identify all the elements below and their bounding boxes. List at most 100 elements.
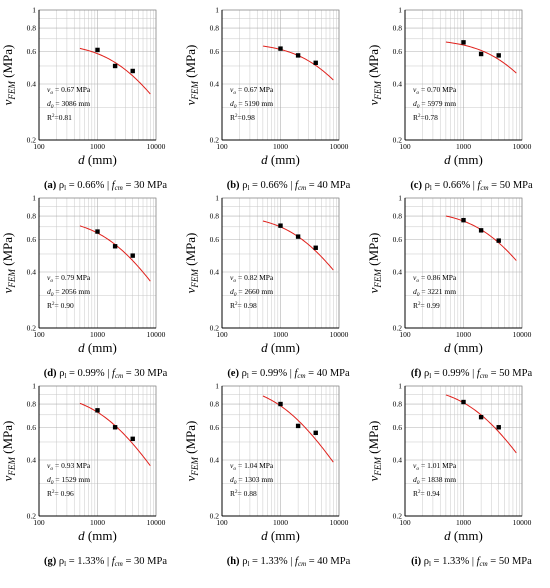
- panel-caption-fcm-symbol: f: [477, 180, 482, 191]
- panel-caption-label: (e): [227, 368, 239, 379]
- panel-caption-separator: |: [104, 180, 111, 191]
- y-tick-label: 0.8: [27, 212, 37, 221]
- data-point: [313, 430, 318, 436]
- y-axis-label-var: v: [0, 287, 15, 293]
- x-axis-label-var: d: [444, 340, 451, 355]
- annotation-r2-value: = 0.96: [55, 489, 74, 498]
- panel-caption-label: (f): [411, 368, 422, 379]
- x-axis-label-unit: (mm): [268, 340, 300, 355]
- y-tick-label: 0.4: [393, 80, 403, 89]
- x-tick-label: 100: [33, 518, 45, 527]
- annotation-r2-label: R: [230, 489, 235, 498]
- y-tick-label: 0.4: [393, 268, 403, 277]
- panel-caption-rho-value: = 0.66%: [66, 180, 105, 191]
- annotation-d0-symbol: d: [47, 99, 51, 108]
- annotation-v0-symbol: v: [413, 85, 417, 94]
- panel-caption: (i) ρl = 1.33% | fcm = 50 MPa: [411, 556, 532, 568]
- annotation-d0-value: = 5979 mm: [420, 99, 457, 108]
- x-axis-label-var: d: [444, 528, 451, 543]
- y-axis-label-var: v: [183, 99, 198, 105]
- y-tick-label: 0.4: [27, 80, 37, 89]
- y-tick-label: 0.6: [27, 47, 37, 56]
- y-tick-label: 0.2: [393, 512, 403, 521]
- annotation-r2-sup: 2: [418, 114, 421, 119]
- panel-caption-rho-symbol: ρ: [240, 556, 248, 567]
- annotation-v0-symbol: v: [230, 461, 234, 470]
- x-tick-label: 1000: [456, 330, 471, 339]
- panel-caption-fcm-value: = 30 MPa: [123, 556, 167, 567]
- y-tick-label: 0.8: [27, 400, 37, 409]
- panel-caption-rho-sub: l: [247, 184, 249, 192]
- annotation-d0-symbol: d: [230, 99, 234, 108]
- data-point: [112, 425, 118, 430]
- annotation-d0-symbol: d: [413, 475, 417, 484]
- data-point: [496, 425, 501, 430]
- x-tick-label: 100: [399, 330, 411, 339]
- panel-caption-rho-value: = 1.33%: [249, 556, 288, 567]
- annotation-v0: vo = 1.04 MPa: [230, 461, 274, 472]
- x-tick-label: 10000: [330, 142, 349, 151]
- annotation-r2-label: R: [413, 301, 418, 310]
- annotation-d0-symbol: d: [230, 475, 234, 484]
- y-tick-label: 1: [215, 382, 219, 391]
- annotation-d0-sub: 0: [417, 292, 420, 298]
- y-axis-label-sub: FEM: [373, 269, 383, 289]
- panel-caption-separator: |: [469, 556, 476, 567]
- y-axis-label-sub: FEM: [190, 457, 200, 477]
- data-point: [278, 223, 283, 228]
- annotation-r2-value: = 0.99: [421, 301, 440, 310]
- y-axis-label-sub: FEM: [190, 81, 200, 101]
- annotation-d0-value: = 2056 mm: [54, 287, 91, 296]
- annotation-r2: R2= 0.90: [47, 301, 74, 310]
- annotation-d0: d0 = 2056 mm: [47, 287, 90, 298]
- x-axis-label-unit: (mm): [451, 152, 483, 167]
- annotation-v0-sub: o: [233, 466, 236, 472]
- data-point: [461, 40, 466, 45]
- annotation-v0-symbol: v: [230, 273, 234, 282]
- annotation-r2: R2=0.78: [413, 113, 438, 122]
- panel-caption-fcm-sub: cm: [480, 372, 488, 380]
- fit-curve: [445, 394, 517, 454]
- annotation-r2: R2=0.98: [230, 113, 255, 122]
- annotation-v0-value: = 0.79 MPa: [53, 273, 91, 282]
- y-tick-label: 0.6: [27, 423, 37, 432]
- x-axis-label-var: d: [78, 152, 85, 167]
- annotation-d0: d0 = 1838 mm: [413, 475, 456, 486]
- annotation-r2-value: = 0.90: [55, 301, 74, 310]
- data-point: [95, 229, 100, 234]
- x-tick-label: 1000: [273, 330, 288, 339]
- panel-caption-rho-symbol: ρ: [57, 368, 65, 379]
- x-axis-label: d (mm): [261, 340, 300, 355]
- x-tick-label: 10000: [513, 330, 532, 339]
- x-tick-label: 1000: [456, 518, 471, 527]
- annotation-r2-sup: 2: [235, 114, 238, 119]
- annotation-v0-value: = 0.86 MPa: [419, 273, 457, 282]
- panel-caption-fcm-symbol: f: [295, 556, 300, 567]
- panel-caption-rho-sub: l: [247, 372, 249, 380]
- x-axis-label: d (mm): [78, 152, 117, 167]
- panel-caption-rho-symbol: ρ: [240, 180, 248, 191]
- annotation-r2-sup: 2: [52, 114, 55, 119]
- y-tick-label: 1: [215, 6, 219, 15]
- y-axis-label: vFEM (MPa): [0, 233, 17, 294]
- x-tick-label: 100: [216, 330, 228, 339]
- data-point: [112, 63, 118, 69]
- x-tick-label: 1000: [273, 518, 288, 527]
- y-axis-label-var: v: [366, 99, 381, 105]
- y-tick-label: 0.8: [393, 400, 403, 409]
- y-axis-label-unit: (MPa): [183, 421, 198, 457]
- panel-caption-fcm-value: = 50 MPa: [488, 556, 532, 567]
- panel-caption-rho-value: = 1.33%: [66, 556, 105, 567]
- panel-caption-fcm-sub: cm: [115, 560, 123, 568]
- annotation-v0-symbol: v: [413, 273, 417, 282]
- y-axis-label-var: v: [183, 287, 198, 293]
- annotation-v0-value: = 1.04 MPa: [236, 461, 274, 470]
- panel-caption-rho-symbol: ρ: [56, 180, 64, 191]
- y-axis-label-var: v: [366, 475, 381, 481]
- annotation-d0-sub: 0: [51, 480, 54, 486]
- data-point: [130, 68, 135, 74]
